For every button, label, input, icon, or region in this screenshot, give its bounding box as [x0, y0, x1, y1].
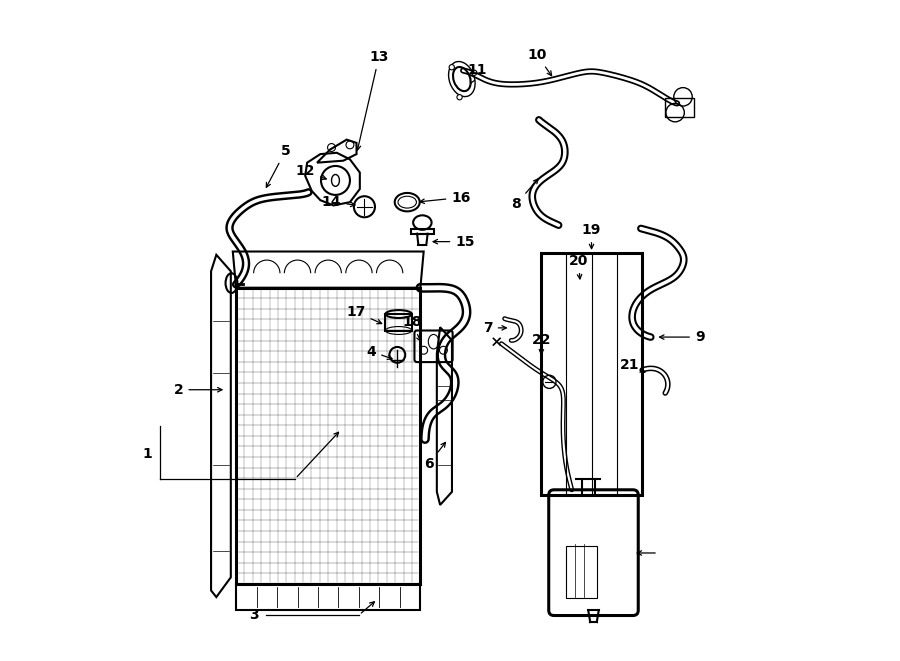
Text: 2: 2	[174, 383, 222, 397]
Text: 14: 14	[322, 195, 355, 209]
Circle shape	[457, 95, 463, 100]
Text: 13: 13	[356, 50, 389, 150]
Text: 11: 11	[468, 63, 488, 83]
Text: 17: 17	[346, 305, 382, 324]
Text: 7: 7	[483, 321, 507, 335]
Text: 3: 3	[249, 608, 259, 622]
Text: 12: 12	[295, 164, 327, 180]
Text: 10: 10	[527, 48, 552, 75]
Text: 20: 20	[569, 254, 588, 279]
Text: 9: 9	[660, 330, 705, 344]
Bar	[566, 546, 598, 598]
Text: 6: 6	[424, 442, 446, 471]
Bar	[664, 98, 694, 116]
Circle shape	[449, 65, 454, 70]
Text: 22: 22	[532, 333, 552, 354]
Text: 15: 15	[433, 235, 475, 249]
Text: 5: 5	[266, 144, 291, 187]
Text: 19: 19	[581, 223, 601, 249]
Text: 21: 21	[620, 358, 645, 372]
Text: 4: 4	[366, 344, 392, 360]
Text: 16: 16	[420, 190, 471, 204]
Bar	[541, 253, 643, 495]
Text: 8: 8	[511, 179, 538, 211]
Bar	[236, 584, 420, 610]
Circle shape	[472, 70, 477, 75]
Text: 1: 1	[143, 447, 152, 461]
Text: 18: 18	[402, 315, 421, 341]
Bar	[236, 288, 420, 584]
